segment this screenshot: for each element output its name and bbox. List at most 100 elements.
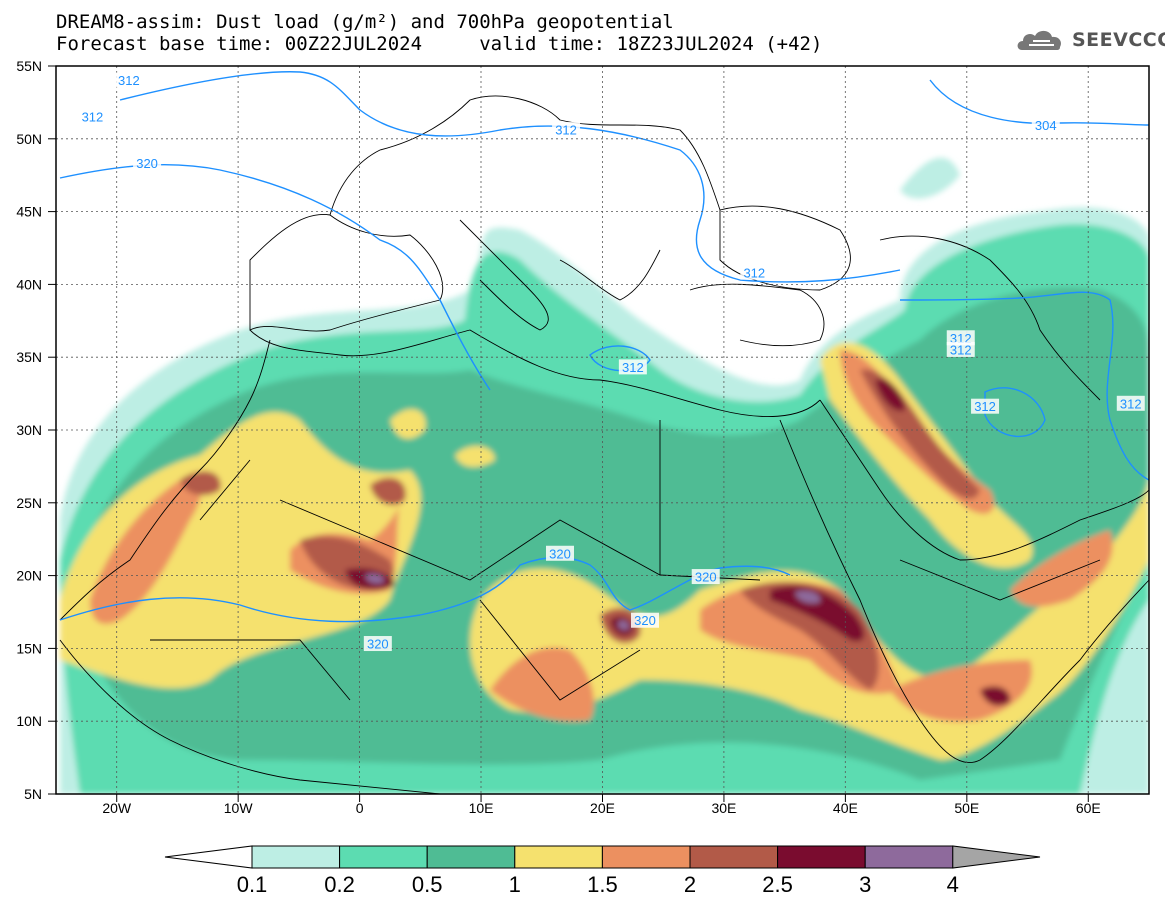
colorbar-swatch: [339, 845, 428, 869]
lat-label: 25N: [16, 495, 42, 511]
lat-label: 5N: [24, 786, 42, 802]
dust-level-2.5-sudan: [770, 586, 865, 642]
contour-label: 320: [367, 637, 389, 652]
contour-label: 320: [634, 613, 656, 628]
logo-text: SEEVCCC: [1072, 29, 1165, 51]
contour-label: 312: [118, 73, 140, 88]
italy-outline: [459, 219, 549, 331]
caspian-outline: [879, 235, 1101, 401]
lat-label: 40N: [16, 276, 42, 292]
colorbar-label: 1: [509, 872, 521, 897]
lat-label: 35N: [16, 349, 42, 365]
lon-label: 20E: [590, 800, 615, 816]
contour-label-bg: [631, 612, 660, 628]
contour-312-gulf: [984, 387, 1046, 437]
seevccc-logo: SEEVCCC: [1016, 26, 1165, 56]
dust-level-1.5-arabian-sea: [890, 660, 1032, 722]
west-africa-coast: [59, 339, 271, 621]
colorbar-swatch: [514, 845, 603, 869]
contour-label-bg: [363, 636, 392, 652]
contour-label: 312: [555, 123, 577, 138]
dust-level-3-niger: [365, 573, 385, 584]
dust-level-2-mauritania: [180, 471, 221, 496]
lat-label: 10N: [16, 713, 42, 729]
forecast-time-subtitle: Forecast base time: 00Z22JUL2024 valid t…: [56, 33, 823, 55]
contour-label: 304: [1035, 118, 1057, 133]
dust-patch-black-sea: [900, 157, 960, 199]
lat-label: 55N: [16, 58, 42, 74]
colorbar-label: 3: [859, 872, 871, 897]
contour-label: 320: [136, 156, 158, 171]
dust-patch-algeria: [390, 409, 426, 439]
contour-label: 312: [82, 109, 104, 124]
contour-label: 320: [549, 546, 571, 561]
colorbar-labels: 0.1 0.2 0.5 1 1.5 2 2.5 3 4: [237, 872, 959, 897]
contour-label: 320: [695, 570, 717, 585]
lat-label: 20N: [16, 568, 42, 584]
colorbar: [164, 845, 1041, 869]
contour-label-bg: [740, 264, 769, 280]
lat-label: 15N: [16, 640, 42, 656]
contour-label-bg: [545, 545, 574, 561]
balkans-outline: [559, 249, 661, 301]
lat-label: 30N: [16, 422, 42, 438]
colorbar-low-arrow: [164, 845, 253, 869]
contour-312-crete: [589, 345, 651, 372]
contour-label-bg: [552, 122, 581, 138]
latitude-labels: 55N 50N 45N 40N 35N 30N 25N 20N 15N 10N 5N: [16, 58, 56, 802]
dust-level-3-chad: [617, 620, 630, 631]
contour-label-bg: [946, 330, 975, 346]
contour-label: 312: [743, 265, 765, 280]
contour-label: 312: [622, 360, 644, 375]
lon-label: 50E: [954, 800, 979, 816]
colorbar-label: 0.2: [324, 872, 355, 897]
dust-level-2.5-socotra: [980, 686, 1011, 706]
dust-level-2.5-iraq: [875, 379, 905, 411]
contour-label: 312: [974, 399, 996, 414]
lon-label: 20W: [102, 800, 132, 816]
contour-312-east: [899, 291, 1149, 481]
colorbar-label: 1.5: [587, 872, 618, 897]
colorbar-swatch: [251, 845, 341, 869]
lat-label: 45N: [16, 204, 42, 220]
north-africa-coast: [249, 329, 821, 417]
lon-label: 10W: [224, 800, 254, 816]
dust-level-3-sudan: [795, 590, 821, 604]
colorbar-swatch: [601, 845, 691, 869]
contour-label-bg: [971, 398, 1000, 414]
country-borders-misc: [150, 420, 1101, 701]
dust-level-2-algeria: [370, 477, 406, 505]
colorbar-label: 2.5: [762, 872, 793, 897]
contour-label: 312: [1120, 396, 1142, 411]
lon-label: 10E: [469, 800, 494, 816]
lon-label: 30E: [711, 800, 736, 816]
lon-label: 60E: [1076, 800, 1101, 816]
colorbar-swatch: [689, 845, 779, 869]
colorbar-label: 4: [947, 872, 959, 897]
colorbar-swatch: [864, 845, 954, 869]
gridlines: [56, 66, 1149, 794]
lon-label: 0: [356, 800, 364, 816]
colorbar-swatch: [426, 845, 516, 869]
contour-label-bg: [114, 72, 143, 88]
contour-label-bg: [1116, 395, 1145, 411]
dust-patch-libya: [455, 445, 495, 467]
contour-label-bg: [618, 359, 647, 375]
dust-level-1.5-mauritania: [90, 477, 201, 624]
map-title: DREAM8-assim: Dust load (g/m²) and 700hP…: [56, 11, 674, 33]
colorbar-label: 2: [684, 872, 696, 897]
contour-label-bg: [691, 569, 720, 585]
contour-320-west: [59, 164, 491, 391]
contour-label-bg: [946, 341, 975, 357]
lat-label: 50N: [16, 131, 42, 147]
cloud-icon: [1017, 30, 1062, 50]
longitude-labels: 20W 10W 0 10E 20E 30E 40E 50E 60E: [102, 794, 1101, 816]
coastlines-borders: [59, 95, 1149, 794]
contour-label: 312: [950, 342, 972, 357]
dust-level-1.5-oman: [1010, 530, 1113, 607]
red-sea-coast: [779, 419, 1149, 764]
colorbar-swatch: [777, 845, 866, 869]
dust-level-1.5-chad: [490, 647, 594, 722]
black-sea-outline: [719, 205, 851, 291]
